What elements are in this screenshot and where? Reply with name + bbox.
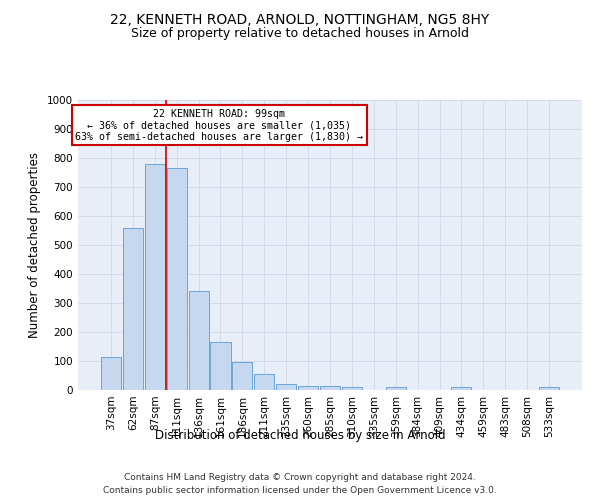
Bar xyxy=(298,386,318,390)
Text: Contains HM Land Registry data © Crown copyright and database right 2024.: Contains HM Land Registry data © Crown c… xyxy=(124,474,476,482)
Bar xyxy=(211,342,230,390)
Bar xyxy=(101,357,121,390)
Bar xyxy=(386,387,406,390)
Bar xyxy=(254,374,274,390)
Bar xyxy=(539,387,559,390)
Bar xyxy=(123,228,143,390)
Text: 22, KENNETH ROAD, ARNOLD, NOTTINGHAM, NG5 8HY: 22, KENNETH ROAD, ARNOLD, NOTTINGHAM, NG… xyxy=(110,12,490,26)
Bar xyxy=(188,291,209,390)
Bar xyxy=(451,387,472,390)
Bar xyxy=(320,386,340,390)
Text: Contains public sector information licensed under the Open Government Licence v3: Contains public sector information licen… xyxy=(103,486,497,495)
Y-axis label: Number of detached properties: Number of detached properties xyxy=(28,152,41,338)
Bar xyxy=(276,384,296,390)
Text: Size of property relative to detached houses in Arnold: Size of property relative to detached ho… xyxy=(131,28,469,40)
Bar xyxy=(145,164,165,390)
Text: Distribution of detached houses by size in Arnold: Distribution of detached houses by size … xyxy=(155,428,445,442)
Bar xyxy=(342,387,362,390)
Text: 22 KENNETH ROAD: 99sqm
← 36% of detached houses are smaller (1,035)
63% of semi-: 22 KENNETH ROAD: 99sqm ← 36% of detached… xyxy=(75,108,363,142)
Bar xyxy=(232,362,253,390)
Bar xyxy=(167,168,187,390)
